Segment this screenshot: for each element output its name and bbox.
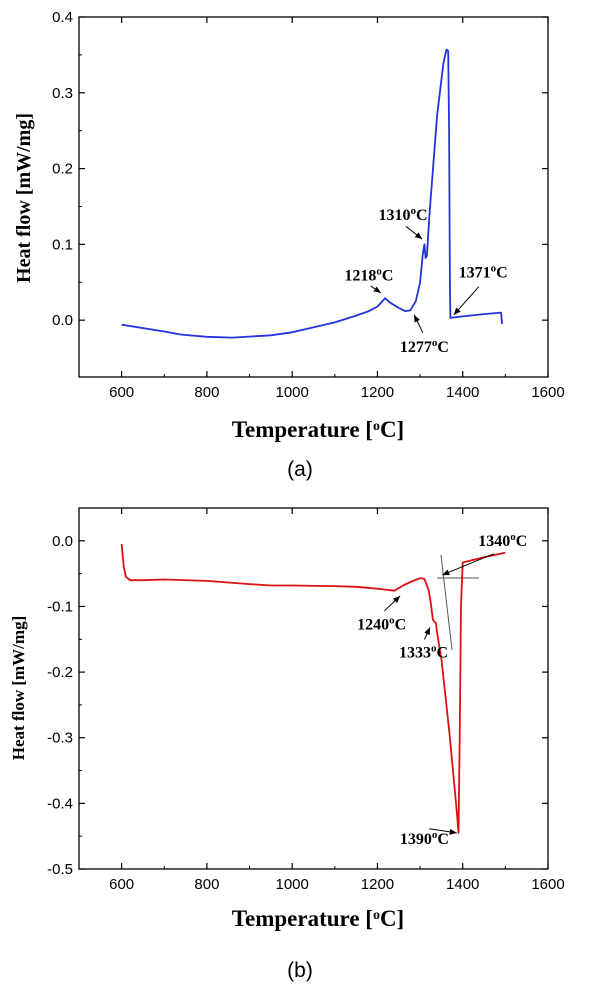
annotation-label-b: 1390oC (400, 829, 449, 848)
plot-frame-a (78, 16, 549, 378)
y-tick-label-a: 0.3 (52, 85, 73, 102)
x-tick-label-a: 1600 (531, 384, 564, 401)
curve-b (120, 544, 506, 834)
ticks-b: 600 800 1000 1200 1400 1600 0.0 -0.1 -0.2 -0.3 -0.… (47, 508, 565, 893)
curve-a (121, 48, 503, 339)
annotation-arrowhead-b (442, 569, 450, 576)
x-tick-label-a: 1200 (361, 384, 394, 401)
y-tick-label-b: -0.5 (47, 861, 73, 878)
annotation-label-b: 1240oC (357, 614, 406, 633)
x-tick-label-b: 1400 (446, 876, 479, 893)
annotation-arrowhead-b (392, 595, 401, 603)
annotation-arrowhead-a (373, 286, 381, 293)
y-tick-label-b: -0.2 (47, 664, 73, 681)
x-tick-label-b: 600 (109, 876, 134, 893)
series-line-a (121, 48, 503, 339)
x-tick-label-a: 600 (109, 384, 134, 401)
y-tick-label-a: 0.2 (52, 161, 73, 178)
x-axis-title-b: Temperature [oC] (232, 906, 404, 931)
annotation-arrow-b (442, 553, 494, 576)
y-tick-label-b: -0.3 (47, 730, 73, 747)
x-tick-label-b: 1000 (275, 876, 308, 893)
chart-panel-a: 600 800 1000 1200 1400 1600 0.0 0.1 0.2 0.3 0.4 12… (13, 9, 565, 481)
x-tick-label-a: 1400 (446, 384, 479, 401)
y-tick-label-a: 0.1 (52, 236, 73, 253)
annotation-label-b: 1333oC (399, 643, 448, 662)
x-tick-label-b: 1200 (361, 876, 394, 893)
caption-b: (b) (287, 959, 313, 982)
annotation-arrowhead-b (424, 627, 430, 636)
annotations-a: 1218oC 1310oC 1371oC 1277oC (344, 205, 507, 356)
annotation-label-a: 1218oC (344, 266, 393, 285)
annotation-label-a: 1277oC (400, 337, 449, 356)
ticks-a: 600 800 1000 1200 1400 1600 0.0 0.1 0.2 0.3 0.4 (52, 9, 565, 401)
x-axis-title-a: Temperature [oC] (232, 417, 404, 442)
y-axis-title-a: Heat flow [mW/mg] (13, 113, 35, 283)
caption-a: (a) (287, 458, 313, 481)
annotation-arrowhead-a (414, 314, 420, 323)
series-line-b (120, 544, 506, 834)
annotation-arrowhead-a (414, 232, 423, 240)
y-tick-label-a: 0.0 (52, 312, 73, 329)
x-tick-label-a: 800 (194, 384, 219, 401)
annotations-b: 1340oC 1240oC 1333oC 1390oC (357, 531, 527, 848)
y-axis-title-b: Heat flow [mW/mg] (9, 616, 28, 760)
y-tick-label-a: 0.4 (52, 9, 73, 26)
annotation-arrowhead-a (453, 307, 461, 315)
annotation-label-b: 1340oC (478, 531, 527, 550)
x-tick-label-b: 800 (194, 876, 219, 893)
x-tick-label-b: 1600 (531, 876, 564, 893)
plot-frame-b (78, 507, 549, 870)
chart-panel-b: 600 800 1000 1200 1400 1600 0.0 -0.1 -0.2 -0.3 -0.… (9, 507, 565, 982)
annotation-label-a: 1371oC (459, 263, 508, 282)
annotation-arrowhead-b (449, 828, 457, 835)
annotation-label-a: 1310oC (379, 205, 428, 224)
x-tick-label-a: 1000 (275, 384, 308, 401)
y-tick-label-b: -0.1 (47, 598, 73, 615)
y-tick-label-b: 0.0 (52, 533, 73, 550)
onset-tangent-steep (440, 554, 453, 651)
y-tick-label-b: -0.4 (47, 795, 73, 812)
